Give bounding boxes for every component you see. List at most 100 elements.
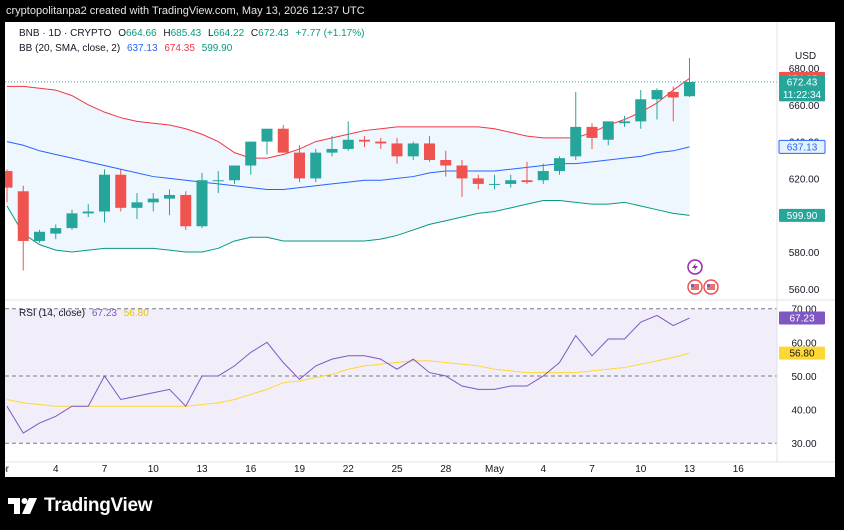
candle[interactable] [554,156,565,175]
candle[interactable] [326,136,338,157]
candle-body [424,143,435,160]
time-axis-label: 10 [635,464,647,475]
candle[interactable] [50,224,62,240]
candle[interactable] [164,189,175,216]
candle[interactable] [472,174,484,190]
rsi-pane[interactable] [5,308,777,444]
candle-body [1,171,13,188]
last-price-tag[interactable]: 672.43 11:22:34 [779,75,825,102]
candle[interactable] [1,169,13,203]
candle-body [375,141,387,144]
candle-body [131,202,143,208]
rsi-ma-line[interactable] [6,352,690,407]
tradingview-brand-text: TradingView [44,495,153,516]
candle[interactable] [17,185,29,271]
price-tick-label: 580.00 [789,248,820,259]
symbol-legend[interactable]: BNB · 1D · CRYPTO O664.66 H685.43 L664.2… [19,28,368,39]
bb-legend[interactable]: BB (20, SMA, close, 2) 637.13 674.35 599… [19,43,236,54]
time-axis-label: 4 [540,464,546,475]
time-axis-label: 25 [391,464,403,475]
candle[interactable] [537,163,549,184]
flag-event-icon[interactable] [687,279,703,295]
rsi-value: 67.23 [91,308,117,319]
currency-label[interactable]: USD [795,51,817,62]
bb-lower-line[interactable] [6,199,690,253]
candle[interactable] [261,128,273,155]
rsi-ma-tag[interactable]: 56.80 [779,346,825,360]
candle[interactable] [619,115,630,127]
chart-credit: cryptopolitanpa2 created with TradingVie… [6,5,365,17]
candle[interactable] [521,161,533,184]
time-axis-label: 13 [196,464,208,475]
chart-panel[interactable]: 680.00660.00640.00620.00600.00580.00560.… [0,22,835,477]
candle-body [456,165,468,179]
candle-body [164,194,175,199]
candle[interactable] [375,137,387,149]
candle[interactable] [99,169,110,223]
tradingview-logo[interactable]: TradingView [8,494,153,518]
rsi-value-tag-bg [779,311,825,325]
candle[interactable] [196,172,208,229]
open-value: 664.66 [126,28,157,39]
flag-event-icon[interactable] [703,279,719,295]
candle[interactable] [342,121,354,151]
candle[interactable] [651,88,663,120]
candle-body [82,211,94,214]
time-axis[interactable]: Apr 4 7 10 13 16 19 22 25 28 May 4 7 10 13 16 [0,464,744,475]
candle-body [212,180,224,182]
candle[interactable] [66,209,78,230]
candle-body [489,183,500,185]
bb-basis-price-tag-text: 637.13 [787,142,818,153]
candle[interactable] [115,169,127,212]
last-price-tag-bg [779,75,825,102]
candle[interactable] [505,174,517,188]
candle[interactable] [586,123,598,149]
high-label: H [163,28,171,39]
candle[interactable] [440,150,452,177]
candle[interactable] [667,86,679,122]
candle[interactable] [489,174,500,190]
candle[interactable] [424,136,435,162]
candle[interactable] [684,58,695,98]
rsi-tick-label: 50.00 [791,372,816,383]
candle[interactable] [147,193,159,212]
bb-lower-price-tag-bg [779,208,825,222]
close-value: 672.43 [258,28,289,39]
close-label: C [250,28,259,39]
candle-body [440,160,452,166]
candle[interactable] [310,148,322,183]
price-pane[interactable] [1,58,777,271]
rsi-legend[interactable]: RSI (14, close) 67.23 56.80 [19,308,153,319]
candle[interactable] [294,145,305,183]
candle[interactable] [180,191,192,230]
time-axis-label: Apr [5,464,10,475]
rsi-value-tag[interactable]: 67.23 [779,311,825,325]
time-axis-label: 4 [53,464,59,475]
chart-canvas[interactable]: 680.00660.00640.00620.00600.00580.00560.… [0,22,835,477]
bb-lower-price-tag[interactable]: 599.90 [779,208,825,222]
rsi-line[interactable] [6,314,690,434]
candle[interactable] [34,229,45,243]
candle[interactable] [602,121,614,146]
close-value-group: C672.43 [251,28,289,39]
candle[interactable] [212,171,224,194]
candle[interactable] [635,90,647,129]
bb-lower-price-tag-text: 599.90 [787,211,818,222]
time-axis-label: 7 [589,464,595,475]
candle[interactable] [277,125,289,153]
candle-body [99,174,110,212]
candle[interactable] [456,160,468,197]
candle[interactable] [82,204,94,218]
candle[interactable] [245,141,257,175]
bb-basis-price-tag[interactable]: 637.13 [778,139,826,154]
last-price-tag-text: 672.43 [787,77,818,88]
candle[interactable] [131,193,143,219]
candle[interactable] [570,91,582,160]
candle[interactable] [359,136,370,148]
candle[interactable] [229,165,240,184]
candle[interactable] [391,137,403,164]
candle[interactable] [407,141,419,160]
rsi-label: RSI (14, close) [19,308,86,319]
lightning-event-icon[interactable] [687,259,703,275]
time-axis-label: 22 [343,464,355,475]
